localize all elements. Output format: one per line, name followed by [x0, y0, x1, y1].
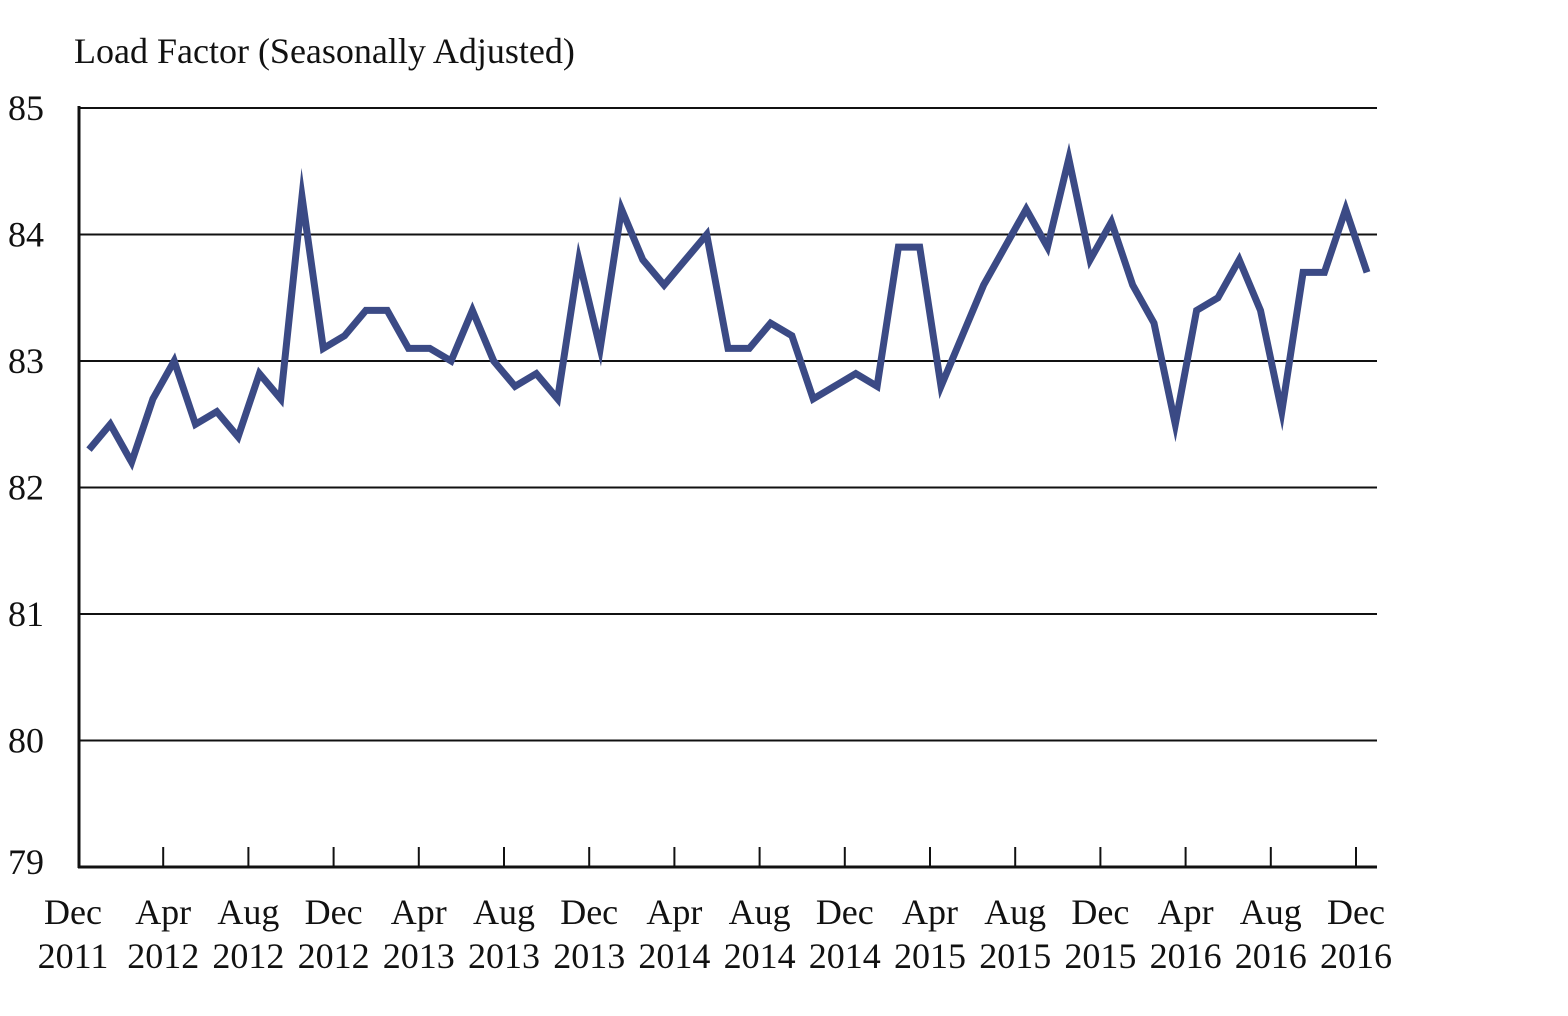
x-tick-year: 2015 [979, 936, 1051, 976]
y-tick-label: 80 [8, 721, 44, 761]
x-tick-year: 2014 [724, 936, 796, 976]
series-layer [86, 142, 1371, 471]
chart-title: Load Factor (Seasonally Adjusted) [74, 31, 575, 71]
y-tick-label: 82 [8, 468, 44, 508]
x-tick-month: Apr [902, 892, 958, 932]
x-tick-year: 2014 [809, 936, 881, 976]
y-axis-ticks: 79 80 81 82 83 84 85 [8, 88, 44, 882]
x-tick-month: Dec [1071, 892, 1129, 932]
x-tick-month: Aug [1240, 892, 1302, 932]
x-tick-year: 2016 [1150, 936, 1222, 976]
x-tick-month: Aug [473, 892, 535, 932]
y-tick-label: 79 [8, 842, 44, 882]
x-tick-month: Aug [729, 892, 791, 932]
x-tick-year: 2015 [894, 936, 966, 976]
y-tick-label: 83 [8, 341, 44, 381]
x-tick-month: Dec [44, 892, 102, 932]
x-tick-year: 2016 [1320, 936, 1392, 976]
x-tick-month: Apr [646, 892, 702, 932]
x-tick-year: 2013 [383, 936, 455, 976]
x-tick-month: Apr [135, 892, 191, 932]
x-tick-month: Apr [391, 892, 447, 932]
x-tick-month: Dec [1327, 892, 1385, 932]
axes [77, 106, 1377, 869]
x-tick-year: 2016 [1235, 936, 1307, 976]
x-tick-year: 2015 [1064, 936, 1136, 976]
x-tick-year: 2011 [38, 936, 109, 976]
y-tick-label: 85 [8, 88, 44, 128]
gridlines [79, 107, 1377, 742]
x-tick-month: Aug [217, 892, 279, 932]
x-tick-month: Aug [984, 892, 1046, 932]
x-tick-year: 2012 [298, 936, 370, 976]
x-axis-ticks: Dec2011Apr2012Aug2012Dec2012Apr2013Aug20… [38, 847, 1392, 976]
x-tick-month: Dec [305, 892, 363, 932]
x-tick-month: Apr [1158, 892, 1214, 932]
y-tick-label: 81 [8, 594, 44, 634]
x-tick-year: 2014 [638, 936, 710, 976]
x-tick-month: Dec [816, 892, 874, 932]
x-tick-year: 2013 [553, 936, 625, 976]
x-tick-year: 2013 [468, 936, 540, 976]
x-tick-month: Dec [560, 892, 618, 932]
series-line [86, 142, 1371, 471]
y-tick-label: 84 [8, 215, 44, 255]
x-tick-year: 2012 [212, 936, 284, 976]
x-tick-year: 2012 [127, 936, 199, 976]
